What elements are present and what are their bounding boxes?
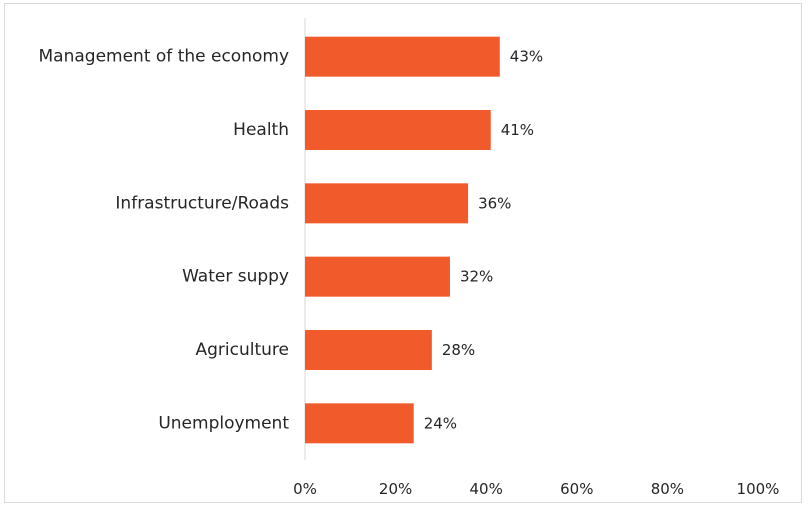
category-label: Unemployment	[158, 413, 289, 433]
x-tick-label: 60%	[560, 480, 593, 498]
bar	[305, 330, 432, 370]
category-label: Agriculture	[196, 340, 290, 360]
bars-group	[305, 36, 500, 444]
data-label: 28%	[442, 341, 475, 359]
category-label: Infrastructure/Roads	[115, 193, 289, 213]
bar	[305, 183, 469, 224]
x-tick-label: 100%	[737, 480, 780, 498]
data-label: 36%	[478, 194, 511, 212]
value-labels-group: 43% 41% 36% 32% 28% 24%	[424, 48, 543, 433]
category-label: Management of the economy	[39, 47, 289, 67]
x-tick-label: 20%	[379, 480, 412, 498]
category-label: Water suppy	[182, 267, 289, 287]
data-label: 41%	[501, 121, 534, 139]
category-label: Health	[233, 120, 289, 140]
data-label: 24%	[424, 414, 457, 432]
bar	[305, 256, 450, 297]
data-label: 32%	[460, 268, 493, 286]
x-tick-labels-group: 0% 20% 40% 60% 80% 100%	[293, 480, 779, 498]
x-tick-label: 0%	[293, 480, 317, 498]
x-tick-label: 80%	[651, 480, 684, 498]
data-label: 43%	[510, 48, 543, 66]
category-labels-group: Management of the economy Health Infrastru…	[39, 47, 290, 434]
bar	[305, 36, 500, 77]
bar	[305, 110, 491, 150]
bar	[305, 403, 414, 444]
x-tick-label: 40%	[470, 480, 503, 498]
